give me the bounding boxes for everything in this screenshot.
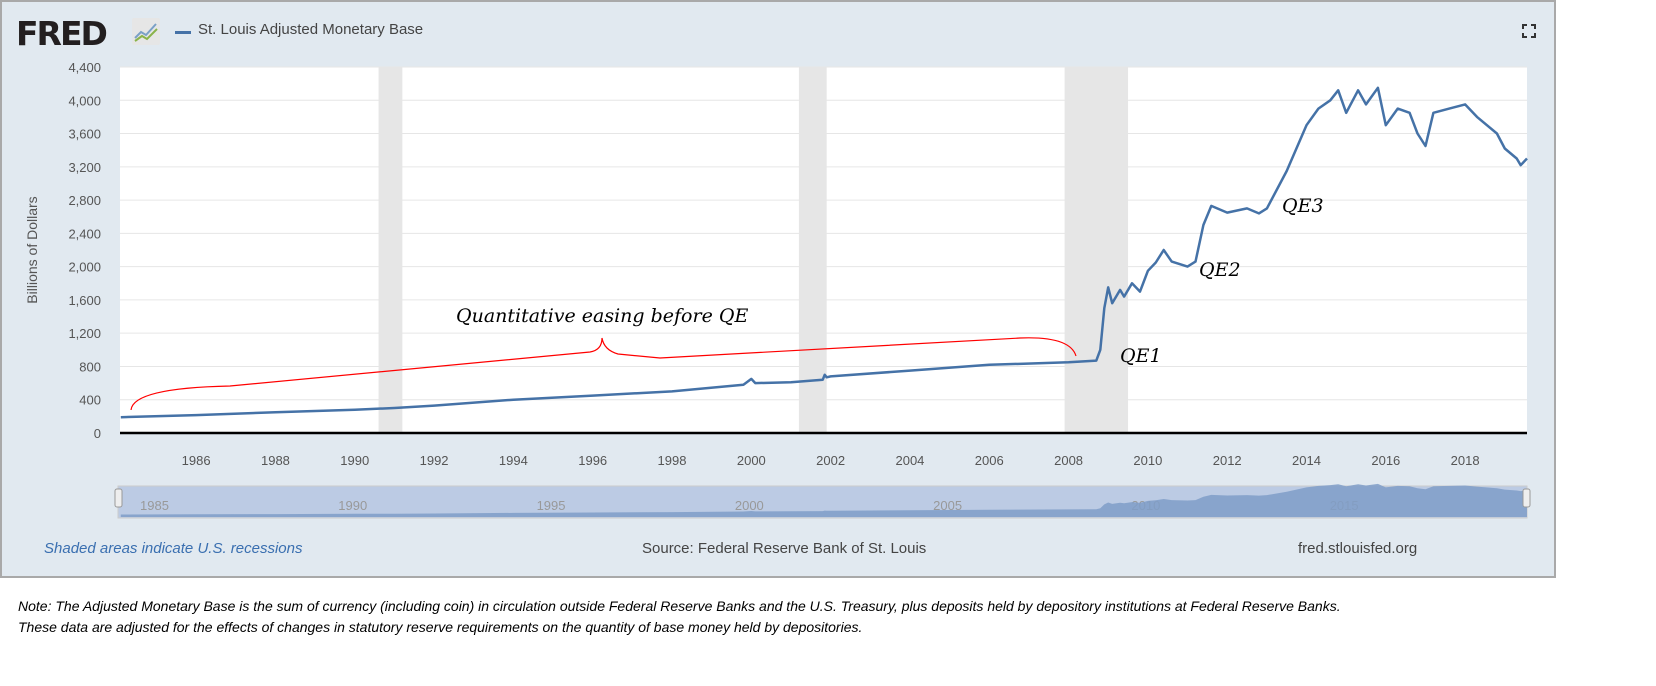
navigator-tick-label: 2005 bbox=[933, 498, 962, 513]
x-tick-label: 1986 bbox=[182, 453, 211, 468]
x-tick-label: 2000 bbox=[737, 453, 766, 468]
navigator-tick-label: 1985 bbox=[140, 498, 169, 513]
x-tick-label: 2010 bbox=[1133, 453, 1162, 468]
y-tick-label: 2,400 bbox=[68, 226, 101, 241]
recession-note: Shaded areas indicate U.S. recessions bbox=[44, 540, 303, 557]
navigator[interactable]: 1985199019952000200520102015 bbox=[114, 483, 1531, 519]
x-tick-label: 2012 bbox=[1213, 453, 1242, 468]
navigator-left-handle[interactable] bbox=[114, 488, 123, 508]
recession-band bbox=[1064, 67, 1129, 433]
recession-band bbox=[378, 67, 403, 433]
x-tick-label: 1996 bbox=[578, 453, 607, 468]
y-tick-label: 4,400 bbox=[68, 60, 101, 75]
y-tick-label: 4,000 bbox=[68, 93, 101, 108]
y-tick-label: 1,200 bbox=[68, 326, 101, 341]
chart-logo-icon bbox=[132, 18, 160, 45]
note-line-1: Note: The Adjusted Monetary Base is the … bbox=[18, 598, 1341, 614]
legend-label[interactable]: St. Louis Adjusted Monetary Base bbox=[198, 21, 424, 38]
y-tick-label: 3,600 bbox=[68, 127, 101, 142]
x-tick-label: 2004 bbox=[895, 453, 924, 468]
fred-logo[interactable]: FRED bbox=[16, 14, 108, 53]
y-tick-label: 3,200 bbox=[68, 160, 101, 175]
x-tick-label: 1988 bbox=[261, 453, 290, 468]
navigator-right-handle[interactable] bbox=[1522, 488, 1531, 508]
x-tick-label: 2006 bbox=[975, 453, 1004, 468]
navigator-tick-label: 2000 bbox=[735, 498, 764, 513]
recession-band bbox=[798, 67, 827, 433]
x-tick-label: 2016 bbox=[1371, 453, 1400, 468]
x-tick-label: 2008 bbox=[1054, 453, 1083, 468]
x-tick-label: 1990 bbox=[340, 453, 369, 468]
navigator-tick-label: 1995 bbox=[537, 498, 566, 513]
annotation-qe2: QE2 bbox=[1199, 259, 1241, 281]
y-tick-label: 400 bbox=[79, 393, 101, 408]
annotation-qe1: QE1 bbox=[1120, 345, 1162, 367]
x-tick-label: 1994 bbox=[499, 453, 528, 468]
x-tick-label: 2018 bbox=[1451, 453, 1480, 468]
y-tick-label: 800 bbox=[79, 359, 101, 374]
site-link[interactable]: fred.stlouisfed.org bbox=[1298, 540, 1418, 557]
x-tick-label: 1998 bbox=[658, 453, 687, 468]
series-line bbox=[120, 86, 1528, 419]
y-tick-label: 2,800 bbox=[68, 193, 101, 208]
x-tick-label: 2014 bbox=[1292, 453, 1321, 468]
fullscreen-icon[interactable] bbox=[1522, 24, 1536, 38]
y-tick-label: 2,000 bbox=[68, 260, 101, 275]
chart-svg: 0 400 800 1,200 1,600 2,000 2,400 2,800 3,200 3,6… bbox=[24, 60, 1531, 519]
navigator-tick-label: 1990 bbox=[338, 498, 367, 513]
annotation-qe-before: Quantitative easing before QE bbox=[456, 305, 748, 327]
x-tick-label: 1992 bbox=[420, 453, 449, 468]
navigator-area bbox=[120, 483, 1528, 517]
legend-swatch bbox=[175, 31, 191, 34]
y-axis-label: Billions of Dollars bbox=[24, 196, 40, 303]
annotation-brace bbox=[130, 337, 1077, 411]
y-tick-label: 0 bbox=[94, 426, 101, 441]
x-tick-label: 2002 bbox=[816, 453, 845, 468]
note-line-2: These data are adjusted for the effects … bbox=[18, 619, 863, 635]
annotation-qe3: QE3 bbox=[1282, 195, 1324, 217]
source-text: Source: Federal Reserve Bank of St. Loui… bbox=[642, 540, 927, 557]
y-tick-label: 1,600 bbox=[68, 293, 101, 308]
